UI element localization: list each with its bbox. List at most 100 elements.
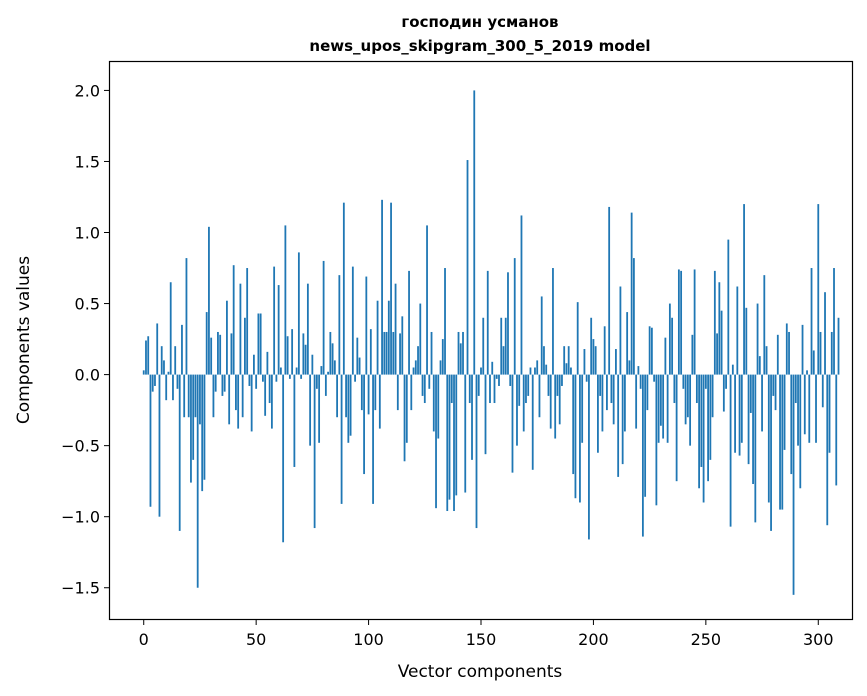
bar <box>455 374 458 496</box>
y-tick-label: −1.0 <box>61 508 100 527</box>
bar <box>196 374 199 588</box>
bar <box>603 326 606 375</box>
bar <box>821 374 824 408</box>
bar <box>585 374 588 382</box>
y-tick-label: 0.0 <box>75 366 100 385</box>
bar <box>228 374 231 425</box>
bar <box>718 282 721 375</box>
bar <box>682 374 685 389</box>
bar <box>761 374 763 432</box>
bar <box>295 367 298 375</box>
bar <box>158 374 161 517</box>
bar <box>309 374 312 446</box>
bar <box>747 374 750 465</box>
bar <box>594 346 597 375</box>
bar <box>570 367 572 375</box>
bar <box>156 323 159 375</box>
bar <box>439 360 442 375</box>
bar <box>606 374 608 411</box>
bar <box>264 374 267 416</box>
bar <box>819 331 822 375</box>
bar <box>664 337 667 375</box>
bar <box>165 374 168 401</box>
bar <box>700 374 703 467</box>
x-axis-ticks: 0 50 100 150 200 250 300 <box>139 619 834 649</box>
bar <box>772 374 775 396</box>
bar <box>250 374 253 432</box>
bar <box>187 374 190 418</box>
bar <box>381 199 383 375</box>
bar <box>722 374 725 412</box>
bar <box>176 374 179 389</box>
bar <box>462 331 464 375</box>
bar <box>716 333 718 375</box>
bar <box>617 374 620 477</box>
bar <box>253 354 255 375</box>
bar <box>338 275 341 375</box>
bar <box>313 374 316 529</box>
chart-title-line1: господин усманов <box>401 13 558 31</box>
bar <box>740 374 743 443</box>
bar <box>659 374 662 426</box>
bar <box>279 367 282 375</box>
bar <box>471 374 473 460</box>
bar <box>428 374 431 389</box>
bar <box>464 374 467 493</box>
bar <box>360 374 363 411</box>
bar <box>246 268 249 375</box>
bar <box>241 374 244 418</box>
bar <box>608 206 611 375</box>
bar <box>342 202 345 375</box>
bar <box>522 374 525 432</box>
bar <box>837 317 840 375</box>
bar <box>304 344 307 375</box>
bar <box>266 351 269 375</box>
bar <box>763 275 766 375</box>
bar <box>806 370 808 375</box>
bar <box>731 364 734 375</box>
y-tick-label: −1.5 <box>61 579 100 598</box>
bar <box>145 340 147 375</box>
bar <box>223 374 226 392</box>
bar <box>704 374 707 389</box>
bar <box>354 374 356 382</box>
bar <box>770 374 772 531</box>
bar <box>441 339 444 375</box>
bar <box>702 374 705 503</box>
bar <box>738 374 741 456</box>
bar <box>675 374 678 482</box>
bar <box>300 374 303 379</box>
bar <box>527 374 530 396</box>
bar <box>387 300 390 375</box>
y-tick-label: −0.5 <box>61 437 100 456</box>
bar <box>783 374 786 450</box>
bar <box>457 331 460 375</box>
bar <box>237 374 240 429</box>
bar <box>624 374 626 432</box>
bar <box>666 374 669 443</box>
bar <box>498 374 500 386</box>
bar <box>507 272 509 375</box>
bar <box>653 374 656 382</box>
bar <box>372 374 374 504</box>
bar <box>680 270 683 375</box>
bar <box>235 374 237 411</box>
bar <box>190 374 192 483</box>
bar <box>417 346 419 375</box>
bar <box>835 374 838 486</box>
bar <box>743 204 745 375</box>
bar <box>686 374 689 418</box>
x-tick-label: 300 <box>803 630 834 649</box>
bar <box>776 334 779 375</box>
bar <box>597 374 599 453</box>
bar <box>412 367 415 375</box>
bar <box>554 374 557 439</box>
bar <box>167 371 170 375</box>
bar <box>581 374 584 443</box>
bar <box>727 239 730 375</box>
bar <box>709 374 712 460</box>
bar <box>565 363 568 375</box>
bar <box>650 327 653 375</box>
bar <box>812 350 815 375</box>
bar <box>284 225 287 375</box>
